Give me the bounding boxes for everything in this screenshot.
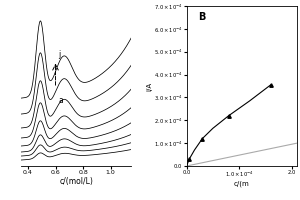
Y-axis label: i/A: i/A — [146, 81, 152, 91]
Text: j: j — [58, 50, 61, 59]
Text: a: a — [58, 96, 63, 105]
X-axis label: c/(m: c/(m — [234, 181, 250, 187]
Text: B: B — [198, 12, 205, 22]
X-axis label: c/(mol/L): c/(mol/L) — [59, 177, 93, 186]
